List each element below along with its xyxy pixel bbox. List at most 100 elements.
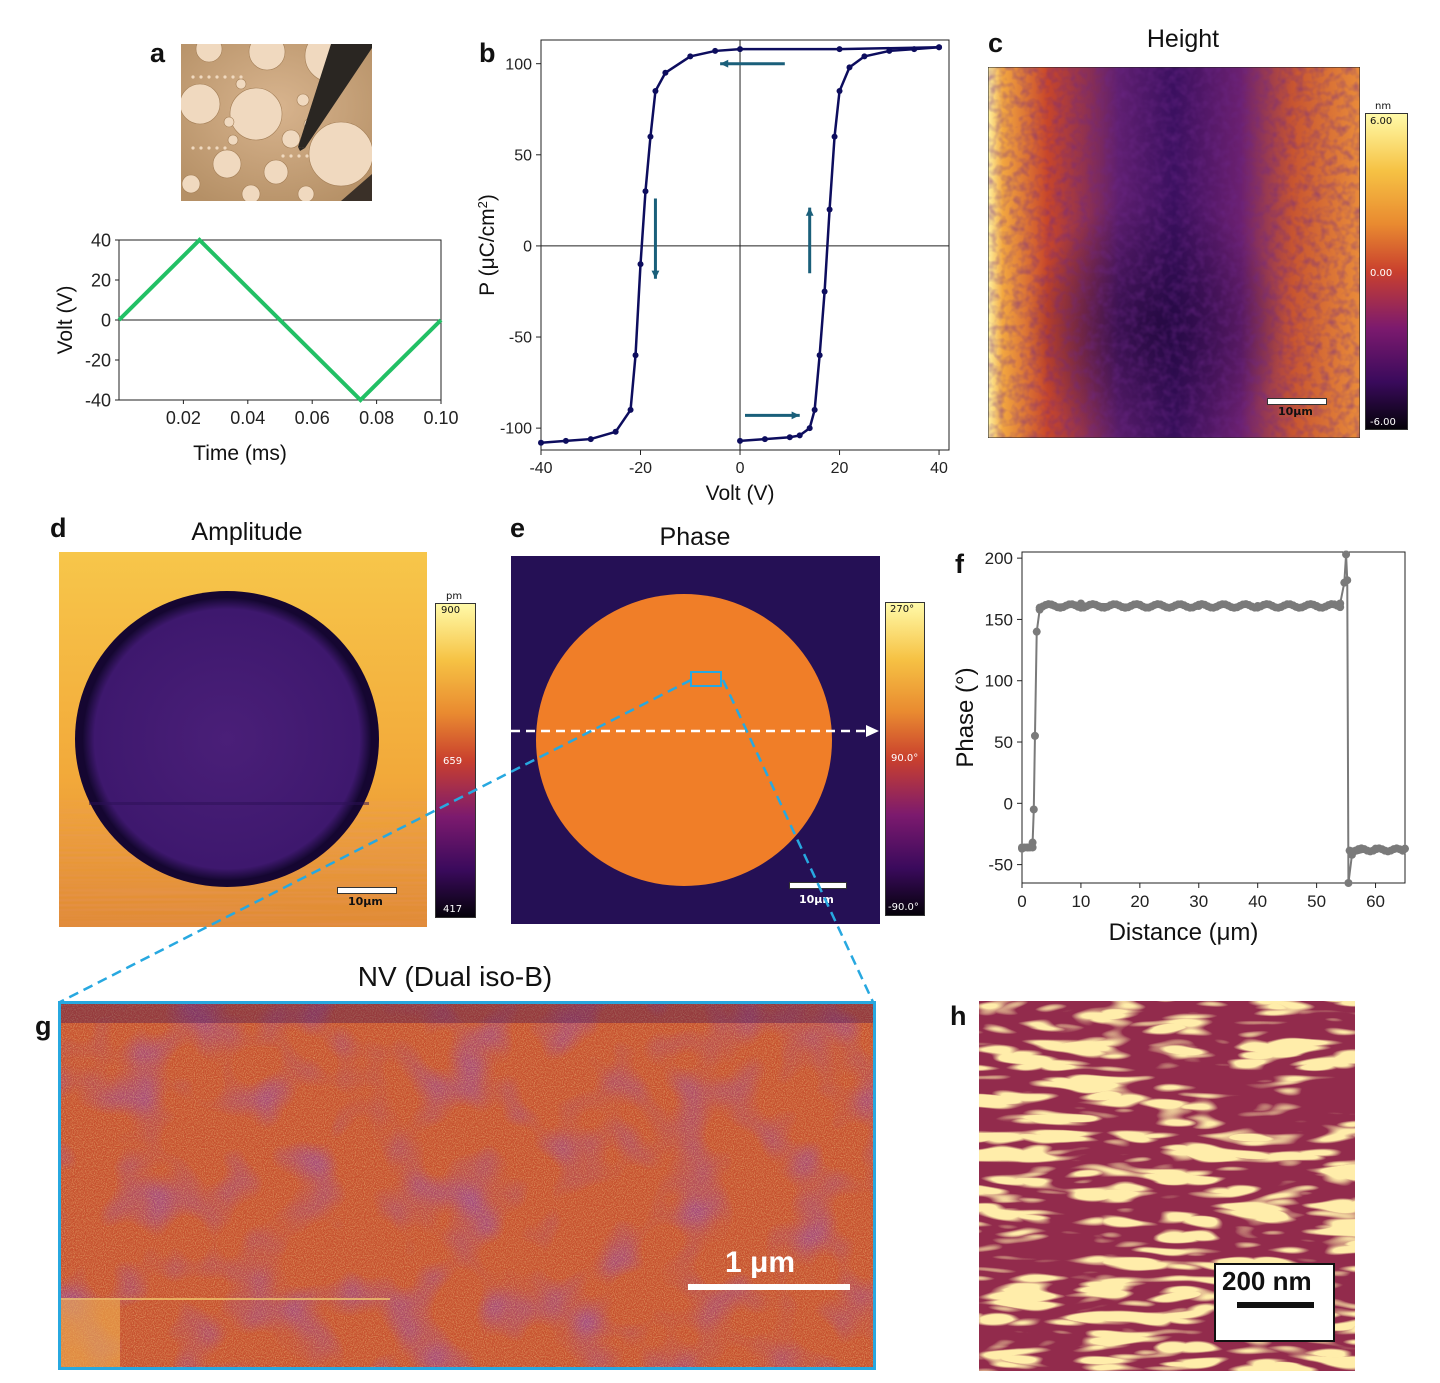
y-tick-label: 50 xyxy=(514,147,532,164)
y-tick-label: 100 xyxy=(505,56,532,73)
loop-point xyxy=(836,46,843,53)
height-map xyxy=(988,67,1360,438)
x-axis-label: Distance (μm) xyxy=(1109,919,1259,946)
loop-point xyxy=(737,437,744,444)
y-tick-label: 0 xyxy=(101,310,111,330)
plot-frame xyxy=(1021,551,1406,884)
y-tick-label: 200 xyxy=(985,549,1013,568)
loop-point xyxy=(831,133,838,140)
loop-point xyxy=(647,133,654,140)
x-tick-label: 40 xyxy=(1248,892,1267,911)
phase-point xyxy=(1343,576,1352,585)
height-cbar-top: 6.00 xyxy=(1370,116,1393,127)
phase-point xyxy=(1344,879,1353,887)
phase-point xyxy=(1371,844,1380,853)
height-cbar-unit: nm xyxy=(1375,101,1392,112)
loop-point xyxy=(811,406,818,413)
x-tick-label: 20 xyxy=(831,460,849,477)
panel-e-label: e xyxy=(510,513,526,543)
height-cbar-mid: 0.00 xyxy=(1370,268,1393,279)
phase-scalebar xyxy=(789,882,847,889)
amplitude-map xyxy=(59,552,427,927)
loop-point xyxy=(642,188,649,195)
loop-point xyxy=(821,288,828,295)
loop-point xyxy=(846,64,853,71)
loop-point xyxy=(687,53,694,60)
y-tick-label: -20 xyxy=(85,350,111,370)
panel-b-label: b xyxy=(479,38,496,68)
y-tick-label: 50 xyxy=(994,733,1013,752)
loop-point xyxy=(806,425,813,432)
y-tick-label: -40 xyxy=(85,390,111,410)
phase-point xyxy=(1342,550,1351,559)
phase-map xyxy=(511,556,880,924)
y-tick-label: 150 xyxy=(985,610,1013,629)
height-scalebar-label: 10μm xyxy=(1278,405,1313,418)
x-axis-label: Volt (V) xyxy=(706,482,775,505)
loop-point xyxy=(662,69,669,76)
phase-scalebar-label: 10μm xyxy=(799,893,834,906)
amplitude-cbar-mid: 659 xyxy=(443,756,463,767)
loop-point xyxy=(712,47,719,54)
loop-point xyxy=(652,88,659,95)
x-tick-label: 0.10 xyxy=(423,408,458,428)
y-tick-label: -100 xyxy=(500,421,532,438)
x-tick-label: -20 xyxy=(629,460,652,477)
panel-f-label: f xyxy=(955,549,964,579)
y-axis-label: Phase (°) xyxy=(952,667,979,767)
loop-point xyxy=(796,432,803,439)
x-tick-label: 0 xyxy=(736,460,745,477)
phase-point xyxy=(1030,731,1039,740)
amplitude-cbar-top: 900 xyxy=(441,605,461,616)
loop-point xyxy=(637,261,644,268)
height-map-title: Height xyxy=(1146,25,1220,53)
plot-frame xyxy=(540,39,950,451)
phase-cbar-bot: -90.0° xyxy=(888,902,919,913)
phase-point xyxy=(1312,601,1321,610)
phase-map-title: Phase xyxy=(659,523,731,551)
waveform-line xyxy=(117,237,443,403)
phase-point xyxy=(1029,805,1038,814)
phase-point xyxy=(1336,599,1345,608)
arrow-left-head xyxy=(651,270,660,279)
phase-point xyxy=(1028,838,1037,847)
loop-point xyxy=(632,352,639,359)
x-tick-label: 0.06 xyxy=(295,408,330,428)
loop-point xyxy=(761,436,768,443)
chart-b-hysteresis: -40 -20 0 20 40 100 50 0 -50 -100 Volt (V) P (μC/cm… xyxy=(475,39,950,505)
y-tick-label: -50 xyxy=(509,330,532,347)
phase-point xyxy=(1194,601,1203,610)
x-tick-label: -40 xyxy=(529,460,552,477)
chart-a-waveform: 0.02 0.04 0.06 0.08 0.10 40 20 0 -20 -40 Time (ms)… xyxy=(54,230,459,465)
x-tick-label: 10 xyxy=(1071,892,1090,911)
amplitude-cbar-unit: pm xyxy=(446,591,463,602)
panel-g-label: g xyxy=(35,1011,52,1041)
height-cbar-bot: -6.00 xyxy=(1370,417,1396,428)
arrow-top-head xyxy=(720,59,729,68)
y-tick-label: 100 xyxy=(985,672,1013,691)
phase-point xyxy=(1401,844,1409,853)
amplitude-scalebar-label: 10μm xyxy=(348,895,383,908)
arrow-bottom-head xyxy=(791,411,800,420)
nv-map-frame xyxy=(58,1001,876,1370)
nv-map xyxy=(60,1003,873,1368)
domain-scalebar xyxy=(1237,1302,1314,1308)
x-tick-label: 50 xyxy=(1307,892,1326,911)
panel-c-label: c xyxy=(988,28,1004,58)
panel-h-label: h xyxy=(950,1001,967,1031)
domain-scalebar-label: 200 nm xyxy=(1222,1266,1312,1296)
panel-a-label: a xyxy=(150,38,166,68)
loop-point xyxy=(627,406,634,413)
nv-scalebar xyxy=(688,1284,850,1290)
phase-point xyxy=(1032,627,1041,636)
arrow-right-head xyxy=(805,207,814,216)
x-tick-label: 30 xyxy=(1189,892,1208,911)
y-tick-label: 20 xyxy=(91,270,111,290)
panel-d-label: d xyxy=(50,513,67,543)
amplitude-cbar-bot: 417 xyxy=(443,904,463,915)
phase-point xyxy=(1135,600,1144,609)
loop-point xyxy=(538,439,544,446)
y-tick-label: 0 xyxy=(1004,794,1013,813)
loop-point xyxy=(861,53,868,60)
